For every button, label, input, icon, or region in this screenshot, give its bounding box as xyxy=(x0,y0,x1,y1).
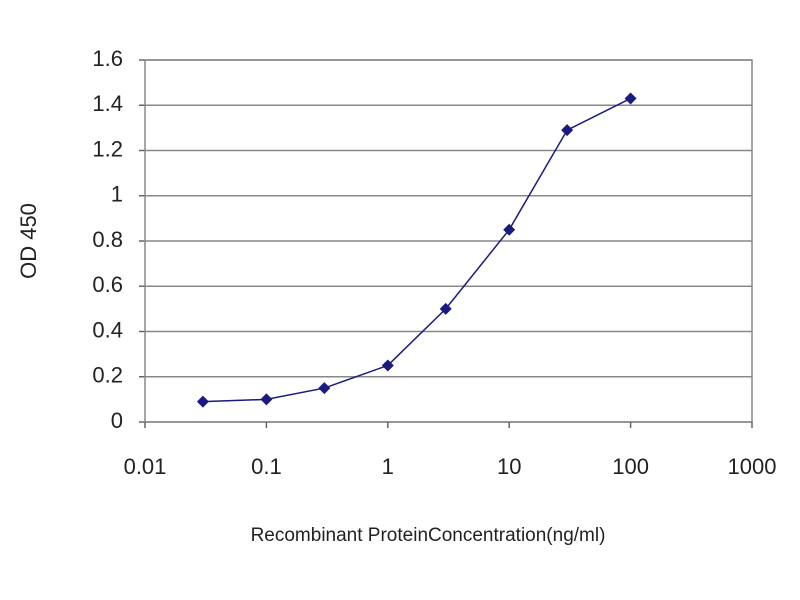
data-point xyxy=(624,92,637,105)
y-tick-label: 0.2 xyxy=(92,363,123,388)
y-tick-label: 1 xyxy=(111,182,123,207)
x-tick-label: 0.1 xyxy=(251,454,282,479)
y-axis-label: OD 450 xyxy=(16,203,41,279)
data-point xyxy=(561,124,574,137)
y-tick-label: 0 xyxy=(111,408,123,433)
x-tick-label: 1 xyxy=(382,454,394,479)
data-point xyxy=(196,395,209,408)
data-point xyxy=(318,382,331,395)
data-point xyxy=(503,223,516,236)
y-tick-label: 0.8 xyxy=(92,227,123,252)
x-tick-label: 100 xyxy=(612,454,649,479)
data-point xyxy=(439,302,452,315)
x-axis-label: Recombinant ProteinConcentration(ng/ml) xyxy=(251,525,606,546)
x-tick-label: 0.01 xyxy=(124,454,167,479)
data-point xyxy=(260,393,273,406)
x-tick-label: 10 xyxy=(497,454,521,479)
y-tick-label: 0.6 xyxy=(92,272,123,297)
plot-frame xyxy=(144,59,753,423)
data-point xyxy=(381,359,394,372)
y-tick-label: 0.4 xyxy=(92,317,123,342)
y-tick-label: 1.4 xyxy=(92,91,123,116)
y-tick-label: 1.6 xyxy=(92,46,123,71)
series-line xyxy=(202,97,631,403)
y-tick-label: 1.2 xyxy=(92,136,123,161)
x-tick-label: 1000 xyxy=(728,454,777,479)
